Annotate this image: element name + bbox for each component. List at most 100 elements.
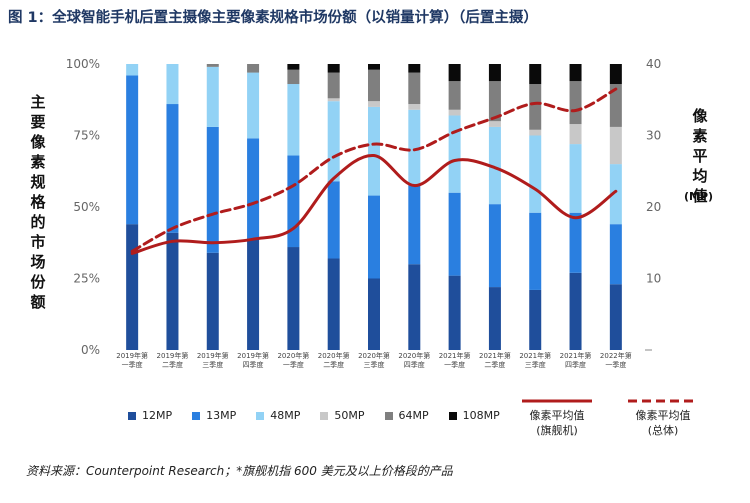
overall-average-line bbox=[130, 87, 618, 253]
bar-segment-108mp bbox=[287, 64, 300, 70]
category-label: 三季度 bbox=[525, 360, 546, 369]
bar-segment-64mp bbox=[368, 69, 380, 102]
bar-segment-13mp bbox=[408, 184, 421, 265]
bar-segment-12mp bbox=[448, 275, 461, 350]
left-tick-label: 75% bbox=[73, 129, 100, 143]
right-axis-label: 像素平均值 bbox=[690, 106, 710, 206]
bar-segment-12mp bbox=[488, 287, 501, 350]
bar-segment-12mp bbox=[166, 232, 179, 350]
category-label: 四季度 bbox=[565, 360, 586, 369]
bar-segment-50mp bbox=[529, 129, 542, 136]
bar-segment-50mp bbox=[448, 109, 461, 116]
category-label: 2020年第 bbox=[358, 351, 390, 360]
legend-item-48mp: 48MP bbox=[256, 409, 300, 422]
right-axis-label-char: 值 bbox=[692, 187, 708, 205]
source-footnote: 资料来源：Counterpoint Research；*旗舰机指 600 美元及… bbox=[26, 464, 453, 478]
left-axis-label-char: 额 bbox=[30, 293, 46, 311]
legend-label: 108MP bbox=[462, 409, 500, 422]
left-axis-label-char: 市 bbox=[30, 233, 46, 251]
bar-segment-13mp bbox=[488, 204, 501, 288]
left-tick-label: 50% bbox=[73, 200, 100, 214]
legend-swatch bbox=[384, 411, 393, 420]
bar-segment-64mp bbox=[609, 84, 622, 127]
bar-segment-13mp bbox=[609, 224, 622, 285]
bar-segment-13mp bbox=[126, 75, 139, 225]
category-label: 2020年第 bbox=[398, 351, 430, 360]
solid-line-swatch bbox=[522, 399, 592, 403]
right-tick-label: 20 bbox=[646, 200, 661, 214]
category-label: 2021年第 bbox=[519, 351, 551, 360]
bar-segment-12mp bbox=[247, 238, 260, 350]
left-axis-label-char: 场 bbox=[30, 253, 46, 271]
bar-segment-48mp bbox=[126, 64, 139, 76]
category-label: 2022年第 bbox=[600, 351, 632, 360]
legend-item-64mp: 64MP bbox=[384, 409, 429, 422]
bar-segment-12mp bbox=[529, 289, 542, 350]
category-label: 二季度 bbox=[484, 360, 505, 369]
bar-segment-48mp bbox=[166, 64, 179, 105]
bar-segment-48mp bbox=[287, 84, 300, 156]
legend-swatch bbox=[256, 411, 265, 420]
bar-segment-50mp bbox=[569, 124, 582, 145]
legend-item-13mp: 13MP bbox=[192, 409, 236, 422]
category-label: 三季度 bbox=[364, 360, 385, 369]
legend-swatch bbox=[320, 411, 329, 420]
left-axis-label-char: 像 bbox=[30, 133, 46, 151]
right-axis-label-char: 素 bbox=[692, 127, 708, 145]
bar-segment-13mp bbox=[287, 155, 300, 248]
bar-segment-64mp bbox=[569, 81, 582, 125]
left-axis-label-char: 素 bbox=[30, 153, 46, 171]
bar-segment-108mp bbox=[609, 64, 622, 85]
bar-segment-12mp bbox=[569, 272, 582, 350]
bar-segment-50mp bbox=[327, 98, 340, 102]
bar-segment-48mp bbox=[488, 126, 501, 205]
bar-segment-12mp bbox=[609, 284, 622, 350]
category-label: 四季度 bbox=[404, 360, 425, 369]
category-label: 2021年第 bbox=[479, 351, 511, 360]
legend-swatch bbox=[448, 411, 457, 420]
bar-segment-12mp bbox=[206, 252, 219, 350]
category-label: 三季度 bbox=[202, 360, 223, 369]
legend-flagship-line: 像素平均值 (旗舰机) bbox=[512, 398, 602, 438]
left-tick-label: 25% bbox=[73, 272, 100, 286]
left-axis-label-char: 规 bbox=[30, 173, 46, 191]
bar-segment-50mp bbox=[368, 101, 380, 107]
bar-segment-48mp bbox=[529, 135, 542, 213]
bar-segment-64mp bbox=[408, 72, 421, 105]
bar-segment-108mp bbox=[408, 64, 421, 73]
bar-segment-108mp bbox=[569, 64, 582, 82]
bar-segment-12mp bbox=[408, 264, 421, 350]
bar-segment-108mp bbox=[368, 64, 380, 70]
legend-overall-line: 像素平均值 (总体) bbox=[618, 398, 708, 438]
category-label: 二季度 bbox=[323, 360, 344, 369]
category-label: 2019年第 bbox=[157, 351, 189, 360]
left-axis-label-char: 份 bbox=[30, 273, 46, 291]
bar-segment-48mp bbox=[368, 106, 380, 196]
bar-segment-48mp bbox=[448, 115, 461, 193]
bar-segment-64mp bbox=[529, 84, 542, 130]
left-axis-label: 主要像素规格的市场份额 bbox=[28, 92, 48, 312]
left-axis-label-char: 要 bbox=[30, 113, 46, 131]
left-axis-label-char: 主 bbox=[30, 93, 46, 111]
legend-item-108mp: 108MP bbox=[448, 409, 500, 422]
bar-legend: 12MP 13MP 48MP 50MP 64MP 108MP bbox=[128, 409, 520, 422]
bar-segment-48mp bbox=[247, 72, 260, 139]
bar-segment-48mp bbox=[609, 164, 622, 225]
category-label: 2019年第 bbox=[116, 351, 148, 360]
left-axis-label-char: 格 bbox=[30, 193, 46, 211]
legend-label: 48MP bbox=[270, 409, 301, 422]
legend-swatch bbox=[128, 411, 136, 420]
bar-segment-13mp bbox=[166, 104, 179, 233]
bar-segment-13mp bbox=[327, 181, 340, 259]
flagship-average-line bbox=[130, 154, 618, 255]
bar-segment-108mp bbox=[488, 64, 501, 82]
legend-label: 50MP bbox=[334, 409, 365, 422]
bar-segment-13mp bbox=[529, 212, 542, 290]
bar-segment-50mp bbox=[609, 126, 622, 165]
category-label: 二季度 bbox=[162, 360, 183, 369]
bar-segment-12mp bbox=[327, 258, 340, 350]
legend-flagship-label: 像素平均值 bbox=[529, 409, 585, 422]
bar-segment-12mp bbox=[287, 247, 300, 350]
legend-overall-sub: (总体) bbox=[647, 424, 679, 437]
